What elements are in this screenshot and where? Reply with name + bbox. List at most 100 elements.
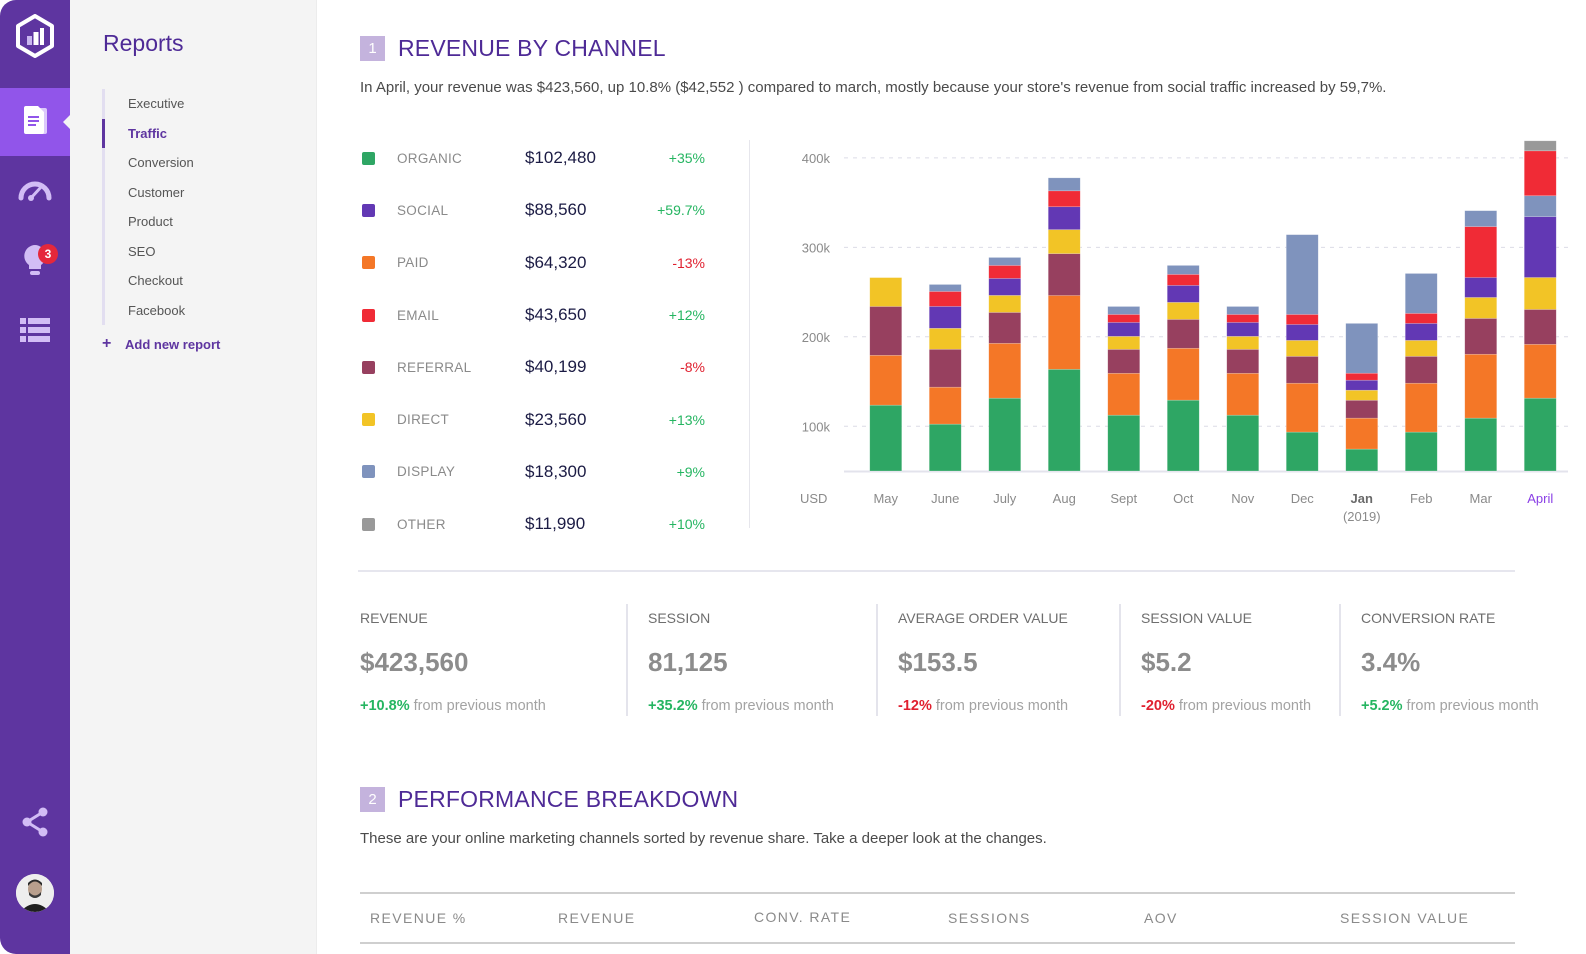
report-item-product[interactable]: Product xyxy=(102,207,194,237)
bar-segment-direct xyxy=(1404,340,1438,357)
bar-segment-social xyxy=(1166,285,1200,303)
channel-name: ORGANIC xyxy=(397,150,463,166)
bar-segment-email xyxy=(1523,150,1557,197)
bar-segment-paid xyxy=(988,343,1022,399)
bar-segment-organic xyxy=(1166,399,1200,472)
report-item-conversion[interactable]: Conversion xyxy=(102,148,194,178)
revenue-chart: 100k 200k 300k 400k USD May June July Aug Sept Oct… xyxy=(788,130,1578,540)
channel-name: PAID xyxy=(397,255,429,271)
channel-amount: $88,560 xyxy=(525,200,587,220)
bar-segment-social xyxy=(1285,324,1319,341)
kpi-row: REVENUE $423,560 +10.8% from previous mont… xyxy=(360,604,1539,716)
bar-segment-direct xyxy=(869,277,903,307)
bar-segment-direct xyxy=(1226,336,1260,350)
channel-change: +13% xyxy=(668,411,705,428)
kpi-value: 3.4% xyxy=(1361,647,1421,677)
column-header-revenue[interactable]: REVENUE xyxy=(558,910,636,926)
bar-segment-referral xyxy=(988,312,1022,344)
report-item-traffic[interactable]: Traffic xyxy=(102,118,194,148)
kpi-change-value: +35.2% xyxy=(648,698,698,714)
bar-segment-organic xyxy=(1523,397,1557,472)
legend-row-email[interactable]: EMAIL $43,650 +12% xyxy=(360,289,710,341)
bar-segment-social xyxy=(988,278,1022,296)
share-button[interactable] xyxy=(0,790,70,858)
x-tick-label: June xyxy=(931,491,959,506)
column-header-session-value[interactable]: SESSION VALUE xyxy=(1340,910,1470,926)
bar-segment-referral xyxy=(1523,309,1557,345)
legend-swatch xyxy=(362,256,375,270)
bar-segment-display xyxy=(1285,234,1319,315)
legend-row-display[interactable]: DISPLAY $18,300 +9% xyxy=(360,446,710,498)
bar-segment-direct xyxy=(1464,297,1498,319)
legend-row-other[interactable]: OTHER $11,990 +10% xyxy=(360,498,710,550)
x-tick-sublabel: (2019) xyxy=(1343,509,1381,524)
divider xyxy=(749,140,750,528)
bar-segment-display xyxy=(1226,306,1260,315)
bar-segment-paid xyxy=(1404,382,1438,433)
bar-segment-display xyxy=(1047,177,1081,192)
reports-list: Executive Traffic Conversion Customer Pr… xyxy=(102,89,194,325)
section-number: 2 xyxy=(360,787,385,812)
report-item-customer[interactable]: Customer xyxy=(102,177,194,207)
bar-segment-social xyxy=(1464,277,1498,298)
bar-segment-email xyxy=(1345,372,1379,381)
nav-dashboard[interactable] xyxy=(0,158,70,226)
bar-segment-social xyxy=(1226,322,1260,337)
channel-change: +10% xyxy=(668,516,705,533)
plus-icon: + xyxy=(102,335,112,352)
add-report-button[interactable]: + Add new report xyxy=(102,335,220,353)
legend-row-social[interactable]: SOCIAL $88,560 +59.7% xyxy=(360,184,710,236)
speedometer-icon xyxy=(18,178,52,207)
bar-segment-direct xyxy=(928,328,962,350)
legend-swatch xyxy=(362,465,375,479)
channel-amount: $64,320 xyxy=(525,252,587,272)
nav-list[interactable] xyxy=(0,298,70,366)
bar-segment-email xyxy=(1464,226,1498,278)
nav-insights[interactable] xyxy=(0,228,70,296)
reports-title: Reports xyxy=(103,30,184,56)
x-tick-label: Oct xyxy=(1173,491,1194,506)
bar-segment-paid xyxy=(1107,373,1141,416)
section-title: REVENUE BY CHANNEL xyxy=(398,35,666,61)
legend-swatch xyxy=(362,203,375,217)
channel-amount: $40,199 xyxy=(525,357,587,377)
report-item-executive[interactable]: Executive xyxy=(102,89,194,119)
channel-name: EMAIL xyxy=(397,307,440,323)
bar-segment-display xyxy=(1464,210,1498,227)
legend-row-referral[interactable]: REFERRAL $40,199 -8% xyxy=(360,341,710,393)
bar-segment-email xyxy=(1166,274,1200,286)
bar-segment-organic xyxy=(1226,414,1260,472)
legend-row-paid[interactable]: PAID $64,320 -13% xyxy=(360,237,710,289)
reports-panel: Reports Executive Traffic Conversion Cus… xyxy=(70,0,317,954)
bar-segment-display xyxy=(1404,273,1438,314)
bar-segment-email xyxy=(928,291,962,307)
report-item-seo[interactable]: SEO xyxy=(102,236,194,266)
legend-row-organic[interactable]: ORGANIC $102,480 +35% xyxy=(360,132,710,184)
list-icon xyxy=(19,317,51,348)
column-header-revenue-pct[interactable]: REVENUE % xyxy=(370,910,467,926)
bar-segment-email xyxy=(1404,313,1438,324)
bar-segment-social xyxy=(1345,379,1379,391)
bar-segment-organic xyxy=(1047,368,1081,472)
bar-segment-referral xyxy=(1345,399,1379,419)
kpi-change-suffix: from previous month xyxy=(1174,698,1312,714)
bar-segment-referral xyxy=(1285,356,1319,384)
kpi-value: $153.5 xyxy=(898,647,978,677)
kpi-change-value: -20% xyxy=(1141,698,1175,714)
column-header-conv-rate[interactable]: CONV. RATE xyxy=(754,909,852,925)
bar-segment-referral xyxy=(1464,318,1498,355)
nav-reports[interactable] xyxy=(0,88,71,156)
report-item-checkout[interactable]: Checkout xyxy=(102,266,194,296)
report-item-facebook[interactable]: Facebook xyxy=(102,295,194,325)
kpi-label: AVERAGE ORDER VALUE xyxy=(898,610,1068,626)
column-header-aov[interactable]: AOV xyxy=(1144,910,1178,926)
kpi-value: $423,560 xyxy=(360,647,469,677)
x-tick-label: Mar xyxy=(1470,491,1493,506)
user-avatar[interactable] xyxy=(16,874,54,912)
legend-row-direct[interactable]: DIRECT $23,560 +13% xyxy=(360,393,710,445)
kpi-separator xyxy=(876,604,878,716)
legend-swatch xyxy=(362,308,375,322)
column-header-sessions[interactable]: SESSIONS xyxy=(948,910,1031,926)
app-logo-icon[interactable] xyxy=(15,14,55,58)
channel-name: SOCIAL xyxy=(397,202,449,218)
